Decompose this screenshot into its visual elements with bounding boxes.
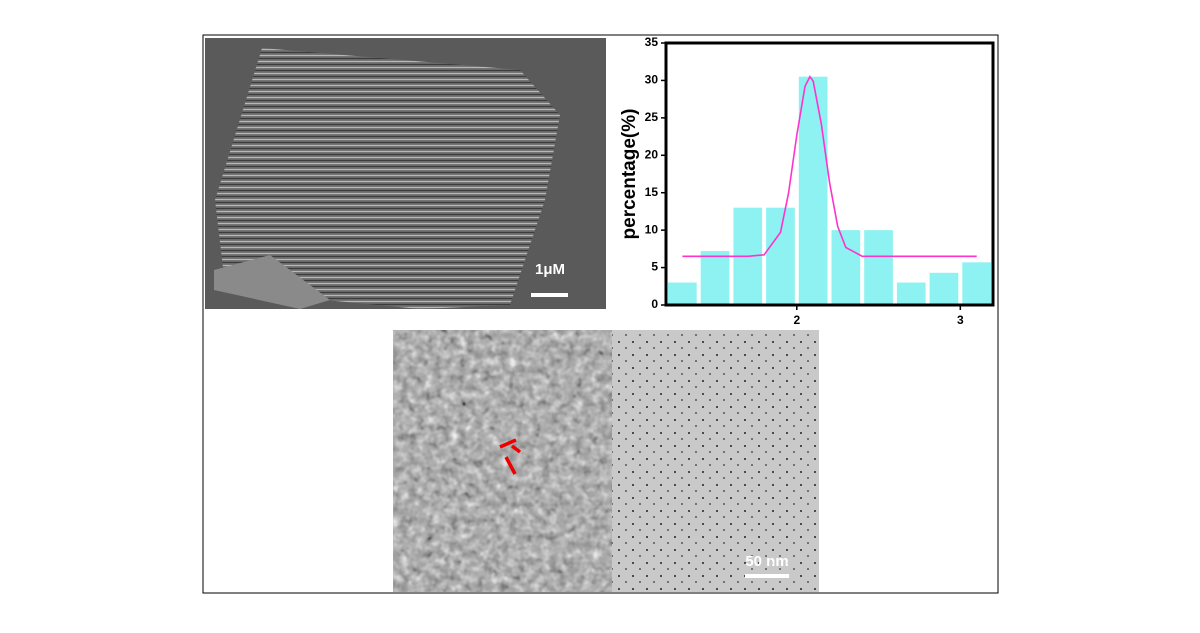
bar (700, 251, 730, 305)
bar (962, 262, 991, 305)
bar (668, 282, 697, 305)
frame (202, 34, 999, 594)
x-tick-label: 3 (957, 313, 964, 327)
bar (766, 207, 795, 305)
x-tick-label: 2 (793, 313, 800, 327)
bar (798, 76, 828, 305)
sem-image: 1μM (205, 38, 606, 309)
bar (896, 282, 926, 305)
histogram-chart: 0 5 10 15 20 25 30 35 2 3 (645, 35, 991, 327)
y-tick-label: 30 (645, 73, 659, 87)
y-tick-label: 10 (645, 222, 659, 236)
y-tick-label: 15 (645, 185, 659, 199)
y-tick-label: 35 (645, 35, 659, 49)
tem-image: 50 nm (393, 330, 819, 592)
scale-label: 1μM (535, 261, 565, 278)
scale-bar (745, 574, 789, 578)
y-tick-label: 25 (645, 110, 659, 124)
fit-curve (682, 75, 977, 258)
y-axis-label: percentage(%) (619, 109, 640, 240)
y-tick-label: 5 (651, 260, 658, 274)
plot-frame (664, 41, 995, 307)
bar (864, 230, 893, 305)
y-tick-label: 0 (651, 297, 658, 311)
bar (929, 272, 959, 305)
scale-label: 50 nm (745, 553, 788, 570)
y-tick-label: 20 (645, 147, 659, 161)
bar (831, 230, 861, 305)
scale-bar (531, 293, 568, 297)
